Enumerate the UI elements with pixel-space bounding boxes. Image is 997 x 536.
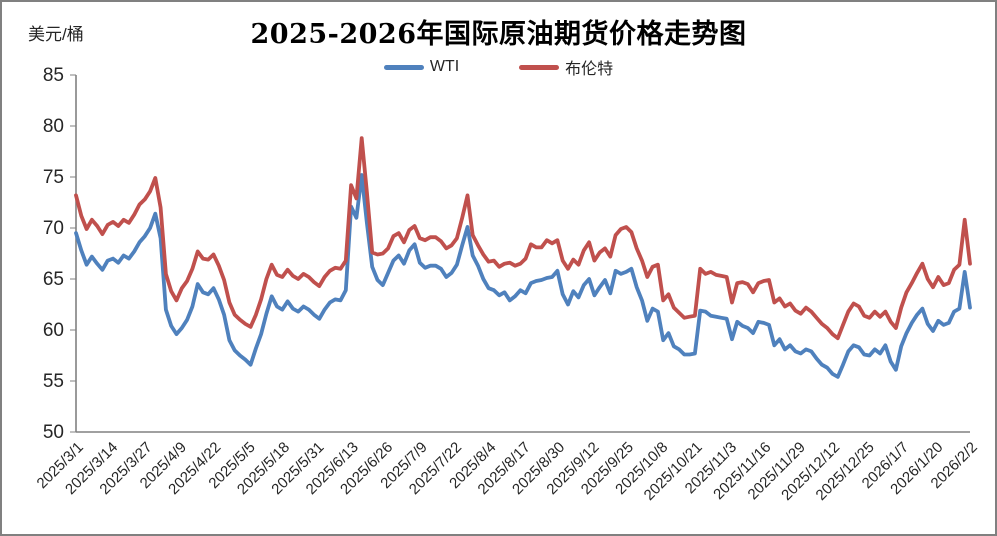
y-tick-label: 75 xyxy=(43,167,64,188)
wti-line xyxy=(74,173,972,379)
y-tick-label: 50 xyxy=(43,422,64,443)
y-tick-label: 65 xyxy=(43,269,64,290)
y-tick-label: 70 xyxy=(43,218,64,239)
legend: WTI 布伦特 xyxy=(2,55,995,79)
y-tick-label: 60 xyxy=(43,320,64,341)
y-tick-label: 85 xyxy=(43,65,64,86)
y-tick-label: 80 xyxy=(43,116,64,137)
legend-item-wti: WTI xyxy=(383,58,460,76)
brent-line-swatch xyxy=(519,64,560,70)
legend-label-wti: WTI xyxy=(429,58,460,75)
y-tick-label: 55 xyxy=(43,371,64,392)
chart-title: 2025-2026年国际原油期货价格走势图 xyxy=(250,19,747,50)
legend-label-brent: 布伦特 xyxy=(565,61,614,78)
brent-line xyxy=(74,136,972,341)
wti-line-swatch xyxy=(383,64,424,70)
y-axis-unit-label: 美元/桶 xyxy=(28,25,84,44)
legend-item-brent: 布伦特 xyxy=(519,55,613,79)
